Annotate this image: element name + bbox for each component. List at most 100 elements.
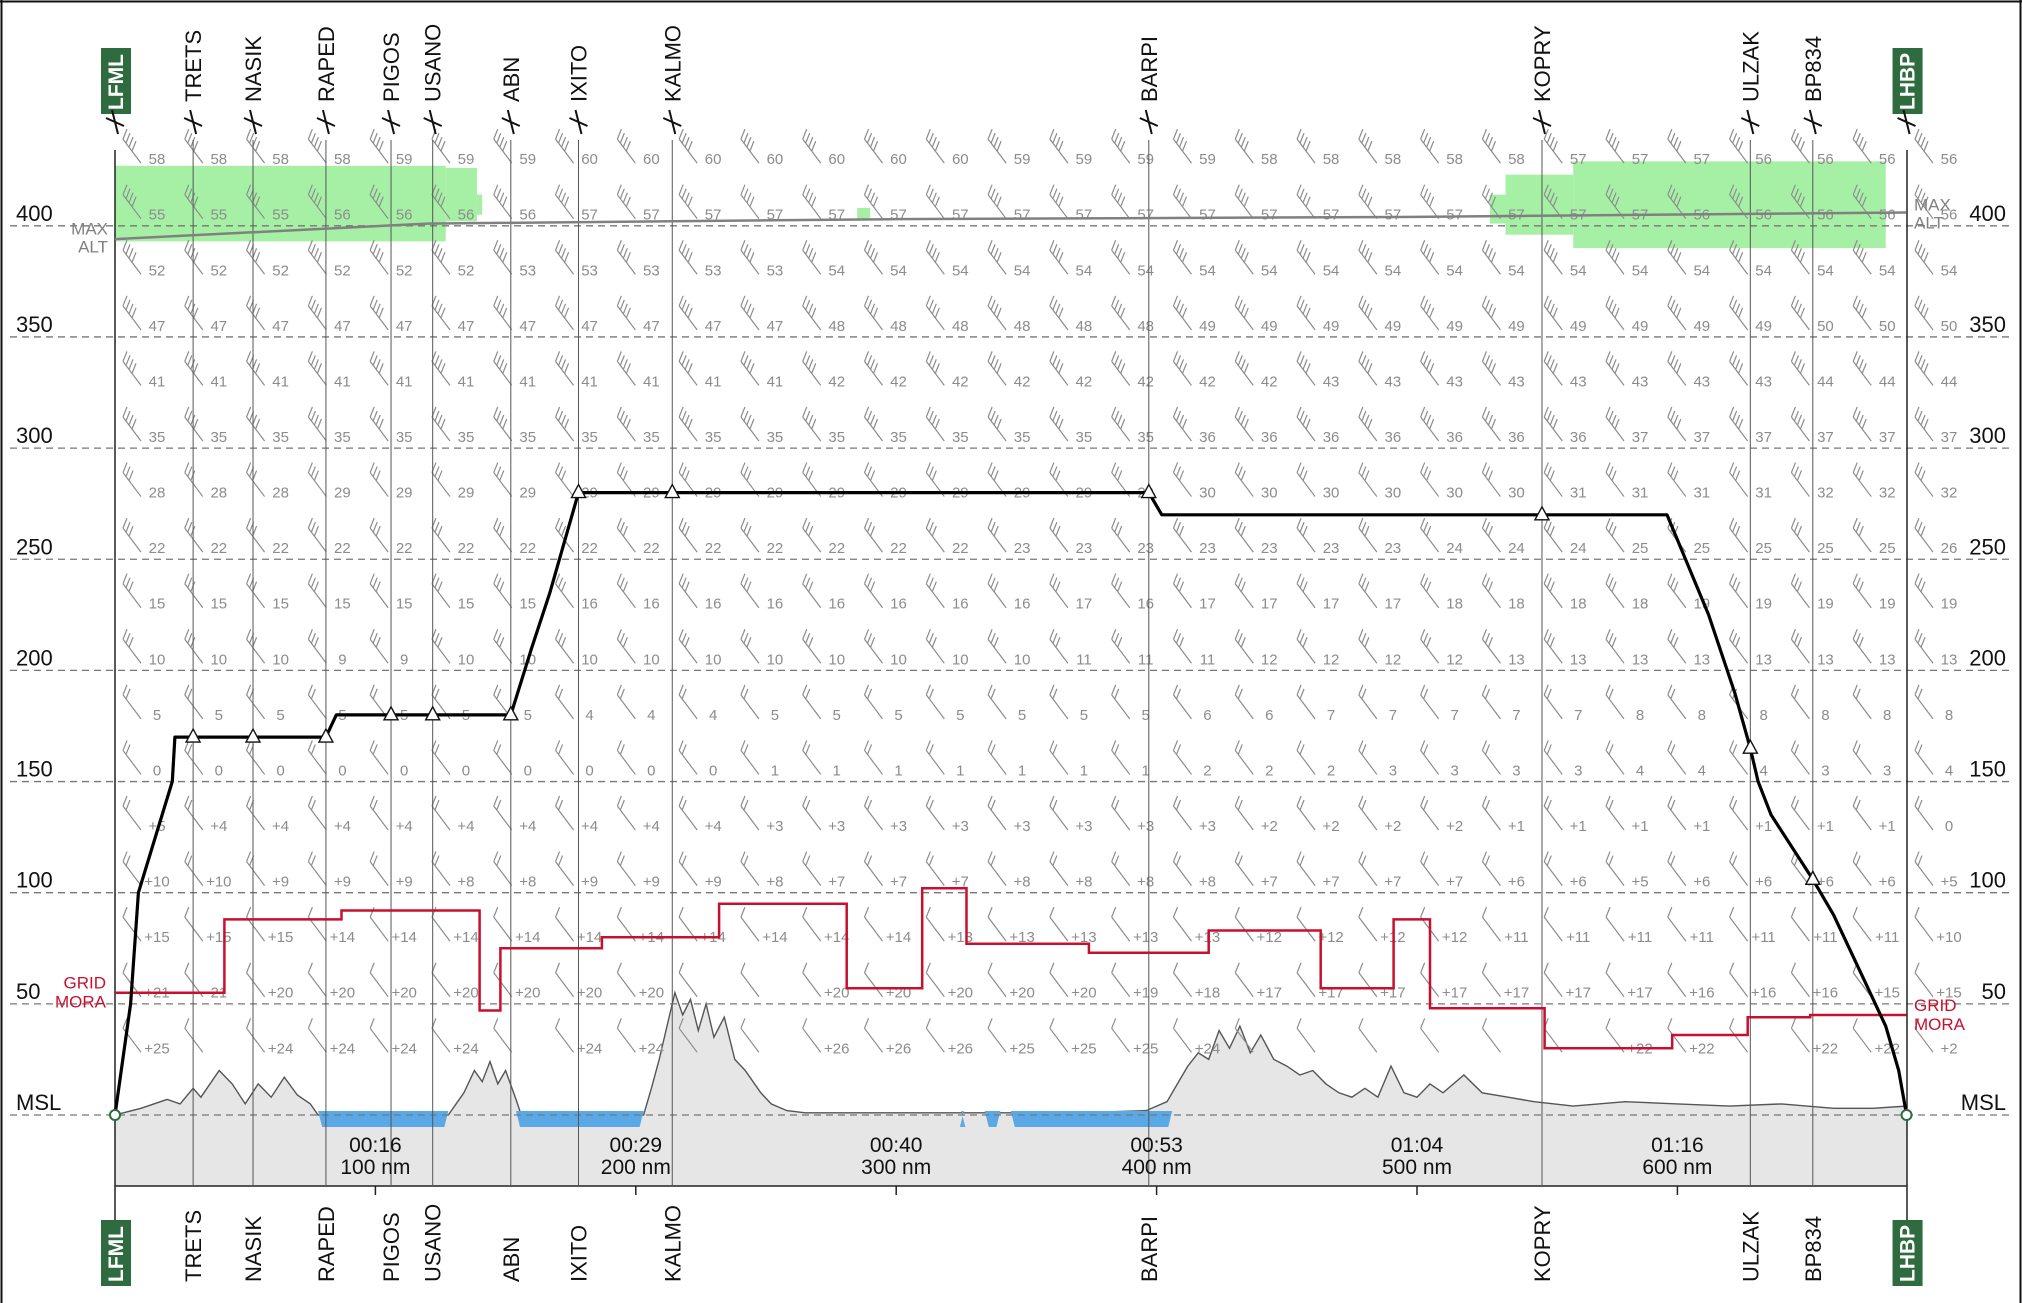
wind-barb-feather [993, 414, 999, 426]
wind-barb-feather [1111, 517, 1117, 529]
temperature-label: 31 [1693, 485, 1710, 502]
wind-barb-feather [1796, 581, 1802, 592]
temperature-label: 0 [647, 762, 655, 779]
wind-barb-feather [499, 136, 505, 148]
wind-barb-feather [1667, 684, 1673, 696]
wind-barb [431, 916, 451, 942]
wind-barb-feather [616, 517, 622, 529]
wind-barb-feather [805, 577, 811, 588]
wind-barb-feather [1861, 418, 1867, 430]
temperature-label: 30 [1199, 485, 1216, 502]
wind-barb-feather [1420, 351, 1426, 362]
grid-mora-label-left: MORA [55, 993, 107, 1012]
wind-barb-feather [743, 577, 749, 588]
temperature-label: +11 [1566, 929, 1590, 946]
wind-barb-feather [1302, 414, 1308, 426]
wind-barb-feather [1552, 363, 1558, 374]
temperature-label: 30 [1446, 485, 1463, 502]
wind-barb-feather [1364, 414, 1370, 426]
wind-barb-feather [122, 1018, 128, 1029]
waypoint-name: BARPI [1137, 36, 1162, 102]
wind-barb-feather [1049, 629, 1055, 640]
wind-barb-feather [1237, 355, 1243, 366]
wind-barb-feather [1052, 521, 1058, 533]
temperature-label: +14 [577, 929, 602, 946]
y-label-right: 300 [1969, 423, 2006, 448]
wind-barb-feather [863, 406, 870, 418]
wind-barb-feather [740, 906, 746, 918]
temperature-label: 42 [952, 373, 969, 390]
wind-barb-feather [869, 581, 876, 592]
waypoint-bottom-usano: USANO [421, 1204, 446, 1282]
wind-barb-feather [1111, 795, 1117, 807]
wind-barb-feather [678, 517, 684, 529]
wind-barb-feather [493, 351, 499, 362]
wind-barb-feather [616, 406, 622, 418]
wind-barb-feather [1052, 299, 1058, 311]
wind-barb-feather [1426, 637, 1432, 648]
wind-barb-feather [307, 295, 313, 307]
wind-barb-feather [1172, 851, 1179, 862]
wind-barb-feather [246, 684, 252, 696]
wind-barb-feather [1055, 248, 1061, 259]
wind-barb-feather [1117, 470, 1123, 481]
temperature-label: 25 [1632, 540, 1649, 557]
wind-barb-feather [437, 470, 443, 481]
wind-barb-feather [1729, 1018, 1735, 1029]
wind-barb-feather [1920, 637, 1926, 648]
temperature-label: 31 [1570, 485, 1587, 502]
temperature-label: +3 [1014, 818, 1031, 835]
temperature-label: 8 [1945, 707, 1953, 724]
wind-barb-feather [128, 359, 134, 370]
wind-barb-feather [1175, 855, 1182, 866]
temperature-label: +20 [577, 985, 602, 1002]
wind-barb [431, 972, 451, 998]
wind-barb-feather [1614, 140, 1620, 152]
temperature-label: 5 [276, 707, 284, 724]
wind-barb-feather [1858, 414, 1864, 426]
wind-barb-feather [434, 132, 440, 144]
wind-barb-feather [557, 410, 564, 422]
wind-barb-feather [684, 248, 690, 259]
temperature-label: 18 [1508, 596, 1525, 613]
wind-barb [1111, 916, 1131, 942]
wind-barb-feather [1732, 633, 1738, 644]
wind-barb-feather [1364, 248, 1370, 259]
wind-barb-feather [1917, 633, 1923, 644]
wind-barb-feather [1481, 295, 1488, 307]
wind-barb-feather [990, 466, 996, 477]
temperature-label: 24 [1570, 540, 1587, 557]
wind-barb [1481, 1027, 1501, 1053]
temperature-label: 47 [334, 318, 351, 335]
temperature-label: +11 [1690, 929, 1714, 946]
wind-barb-feather [1302, 637, 1308, 648]
temperature-label: 35 [1137, 429, 1154, 446]
wind-barb-feather [1549, 359, 1555, 370]
temperature-label: +15 [1936, 985, 1961, 1002]
wind-barb-feather [1790, 629, 1796, 640]
temperature-label: 57 [828, 207, 845, 224]
x-tick-time: 00:53 [1130, 1134, 1183, 1157]
wind-barb-feather [934, 140, 940, 152]
wind-barb-feather [434, 744, 440, 755]
wind-barb-feather [1296, 851, 1302, 862]
wind-barb-feather [619, 355, 625, 366]
wind-barb-feather [1543, 629, 1549, 640]
waypoint-top-lfml: LFML [101, 48, 131, 114]
wind-barb [1605, 972, 1625, 998]
temperature-label: +4 [272, 818, 289, 835]
waypoint-bottom-pigos: PIGOS [379, 1212, 404, 1282]
wind-barb-feather [993, 248, 999, 259]
wind-barb-feather [1302, 303, 1308, 315]
temperature-label: +17 [1504, 985, 1529, 1002]
wind-barb-feather [1049, 795, 1055, 807]
wind-barb-feather [131, 363, 137, 374]
wind-barb-feather [1855, 466, 1861, 477]
wind-barb-feather [1299, 410, 1305, 422]
temperature-label: 56 [1941, 151, 1958, 168]
flight-profile-line [113, 491, 1909, 1116]
waypoint-name: ABN [499, 57, 524, 102]
temperature-label: 57 [581, 207, 598, 224]
wind-barb-feather [434, 521, 440, 533]
wind-barb-feather [1420, 573, 1426, 584]
